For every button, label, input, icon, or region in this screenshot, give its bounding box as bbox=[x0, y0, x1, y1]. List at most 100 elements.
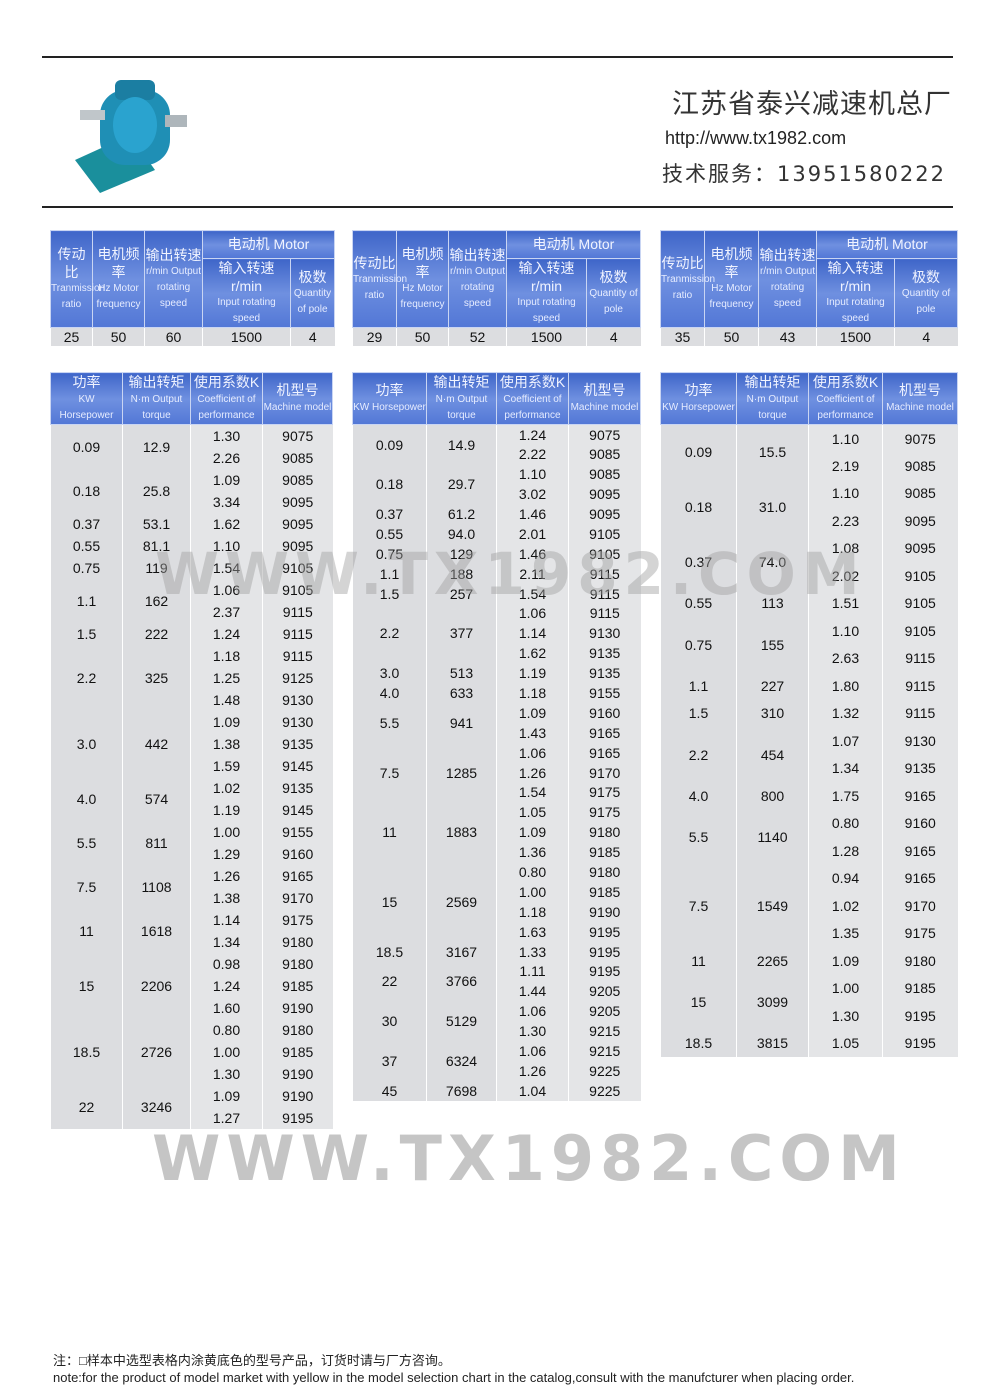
torque-cell: 513 bbox=[426, 663, 497, 684]
coefficient-cell: 1.25 bbox=[190, 666, 263, 689]
coefficient-cell: 1.19 bbox=[190, 798, 263, 821]
table-row: 2.23 9095 bbox=[661, 507, 958, 535]
torque-cell: 377 bbox=[426, 603, 497, 664]
coefficient-cell: 0.80 bbox=[808, 809, 883, 837]
torque-cell: 81.1 bbox=[122, 534, 191, 557]
website-url[interactable]: http://www.tx1982.com bbox=[665, 128, 847, 148]
coefficient-cell: 1.60 bbox=[190, 996, 263, 1019]
model-cell: 9085 bbox=[882, 452, 958, 480]
model-cell-highlighted: 9215 bbox=[568, 1041, 641, 1061]
power-cell: 11 bbox=[50, 908, 123, 953]
coefficient-cell: 1.06 bbox=[496, 603, 569, 624]
model-cell: 9075 bbox=[262, 424, 333, 447]
table-row: 5.5 1140 0.80 9160 bbox=[660, 809, 958, 865]
coefficient-cell: 1.62 bbox=[190, 512, 263, 535]
torque-cell: 227 bbox=[736, 672, 809, 700]
table-row: 2.2 454 1.07 9130 bbox=[660, 727, 958, 782]
torque-cell: 3099 bbox=[736, 974, 809, 1030]
table-row: 7.5 1549 0.94 9165 bbox=[660, 864, 958, 947]
coefficient-cell: 1.54 bbox=[496, 782, 569, 803]
model-cell: 9165 bbox=[882, 864, 958, 892]
coefficient-cell: 1.33 bbox=[496, 941, 569, 962]
motor-header: 电动机 Motor bbox=[506, 230, 641, 259]
model-cell: 9185 bbox=[882, 974, 958, 1002]
power-cell: 15 bbox=[660, 974, 737, 1030]
coefficient-cell: 1.26 bbox=[496, 762, 569, 783]
model-cell: 9130 bbox=[568, 623, 641, 644]
k-header: 使用系数K Coefficient of performance bbox=[496, 372, 569, 425]
power-cell: 0.18 bbox=[352, 464, 427, 505]
coefficient-cell: 1.51 bbox=[808, 589, 883, 617]
model-cell: 9180 bbox=[262, 952, 333, 975]
output-speed-header: 输出转速 r/min Output rotating speed bbox=[144, 229, 203, 329]
power-cell: 0.09 bbox=[50, 424, 123, 469]
torque-cell: 2265 bbox=[736, 947, 809, 975]
table-row: 18.5 2726 0.80 9180 bbox=[50, 1018, 333, 1085]
model-cell: 9115 bbox=[568, 563, 641, 584]
power-cell: 30 bbox=[352, 1001, 427, 1042]
coefficient-cell: 1.30 bbox=[496, 1021, 569, 1042]
model-cell: 9105 bbox=[882, 589, 958, 617]
table-row: 1.00 9185 bbox=[51, 1040, 333, 1063]
coefficient-cell: 2.01 bbox=[496, 523, 569, 544]
power-cell: 7.5 bbox=[660, 864, 737, 947]
model-cell: 9105 bbox=[882, 562, 958, 590]
model-cell: 9165 bbox=[882, 782, 958, 810]
torque-cell: 14.9 bbox=[426, 424, 497, 465]
table-row: 2.22 9085 bbox=[353, 444, 641, 465]
model-cell: 9085 bbox=[262, 446, 333, 469]
selection-table: 功率 KW Horsepower 输出转矩 N·m Output torque 使用系数… bbox=[352, 372, 641, 1101]
tq-header: 输出转矩 N·m Output torque bbox=[122, 372, 191, 425]
model-cell: 9180 bbox=[568, 862, 641, 882]
torque-cell: 2569 bbox=[426, 862, 497, 942]
model-cell: 9165 bbox=[262, 864, 333, 887]
model-cell: 9180 bbox=[262, 930, 333, 953]
torque-cell: 29.7 bbox=[426, 464, 497, 505]
table-row: 1.14 9130 bbox=[353, 623, 641, 644]
model-cell: 9135 bbox=[568, 663, 641, 684]
table-row: 0.55 94.0 2.01 9105 bbox=[352, 523, 641, 544]
torque-cell: 162 bbox=[122, 578, 191, 623]
coefficient-cell: 1.30 bbox=[190, 1062, 263, 1085]
torque-cell: 310 bbox=[736, 699, 809, 727]
model-cell: 9085 bbox=[568, 444, 641, 465]
table-row: 2.63 9115 bbox=[661, 644, 958, 672]
torque-cell: 257 bbox=[426, 583, 497, 604]
coefficient-cell: 1.07 bbox=[808, 727, 883, 755]
spec-pole: 4 bbox=[290, 327, 335, 346]
coefficient-cell: 1.02 bbox=[190, 776, 263, 799]
model-cell: 9165 bbox=[568, 742, 641, 763]
power-cell: 0.75 bbox=[352, 543, 427, 564]
power-cell: 0.55 bbox=[352, 523, 427, 544]
torque-cell: 574 bbox=[122, 776, 191, 821]
coefficient-cell: 1.14 bbox=[190, 908, 263, 931]
table-row: 1.59 9145 bbox=[51, 754, 333, 777]
table-row: 4.0 800 1.75 9165 bbox=[660, 782, 958, 810]
model-cell: 9195 bbox=[882, 1002, 958, 1030]
torque-cell: 74.0 bbox=[736, 534, 809, 590]
coefficient-cell: 0.80 bbox=[496, 862, 569, 882]
coefficient-cell: 1.14 bbox=[496, 623, 569, 644]
model-cell: 9180 bbox=[882, 947, 958, 975]
model-cell: 9105 bbox=[262, 578, 333, 601]
company-name: 江苏省泰兴减速机总厂 bbox=[672, 89, 952, 120]
model-cell: 9195 bbox=[262, 1106, 333, 1129]
coefficient-cell: 1.80 bbox=[808, 672, 883, 700]
power-cell: 15 bbox=[352, 862, 427, 942]
table-row: 5.5 811 1.00 9155 bbox=[50, 820, 333, 865]
table-row: 2.19 9085 bbox=[661, 452, 958, 480]
table-row: 0.55 81.1 1.10 9095 bbox=[50, 534, 333, 557]
table-row: 3.34 9095 bbox=[51, 490, 333, 513]
model-cell: 9165 bbox=[568, 722, 641, 743]
torque-cell: 442 bbox=[122, 710, 191, 777]
torque-cell: 5129 bbox=[426, 1001, 497, 1042]
coefficient-cell: 1.09 bbox=[190, 468, 263, 491]
ratio-header: 传动比 Tranmission ratio bbox=[660, 229, 715, 329]
coefficient-cell: 1.00 bbox=[808, 974, 883, 1002]
table-row: 37 6324 1.06 9215 bbox=[352, 1041, 641, 1081]
power-cell: 0.09 bbox=[352, 424, 427, 465]
coefficient-cell: 1.27 bbox=[190, 1106, 263, 1129]
coefficient-cell: 0.80 bbox=[190, 1018, 263, 1041]
coefficient-cell: 1.00 bbox=[496, 881, 569, 902]
selection-table: 功率 KW Horsepower 输出转矩 N·m Output torque 使用系数… bbox=[50, 372, 333, 1129]
